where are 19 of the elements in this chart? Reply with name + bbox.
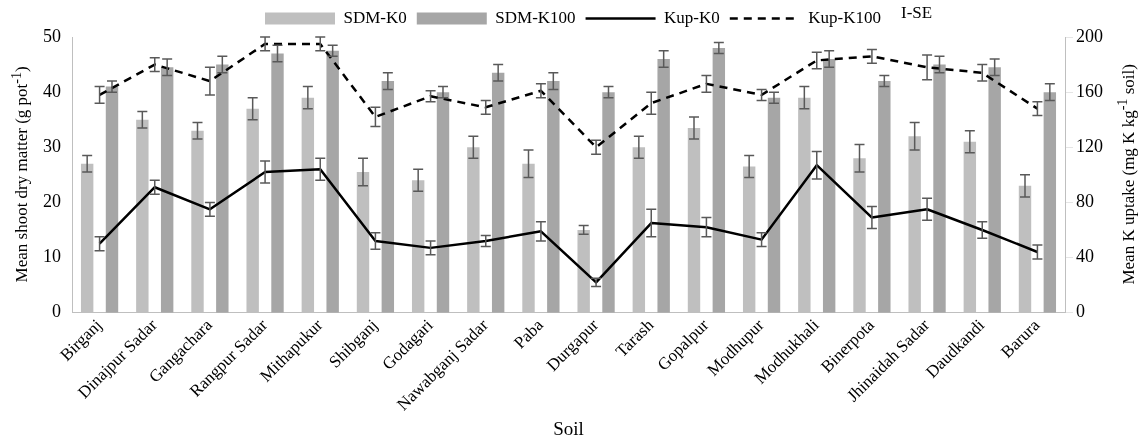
y-tick-label: 50	[43, 25, 61, 46]
y2-tick-label: 160	[1076, 80, 1103, 101]
x-tick-label: Paba	[510, 315, 548, 353]
legend-label: Kup-K0	[664, 7, 720, 27]
legend-label: SDM-K0	[343, 7, 407, 27]
y2-tick-label: 0	[1076, 301, 1085, 322]
y-tick-label: 40	[43, 80, 61, 101]
y-tick-label: 20	[43, 191, 61, 212]
legend-label: Kup-K100	[808, 7, 881, 27]
text: I-SE	[901, 3, 933, 23]
legend-label: SDM-K100	[495, 7, 576, 27]
x-axis-title: Soil	[553, 417, 584, 439]
y2-tick-label: 120	[1076, 136, 1103, 156]
y2-tick-label: 80	[1076, 191, 1094, 212]
y2-tick-label: 40	[1076, 246, 1094, 267]
y-tick-label: 10	[43, 246, 61, 267]
y2-tick-label: 200	[1076, 25, 1103, 46]
y-tick-label: 30	[43, 136, 61, 156]
y-tick-label: 0	[52, 301, 61, 322]
